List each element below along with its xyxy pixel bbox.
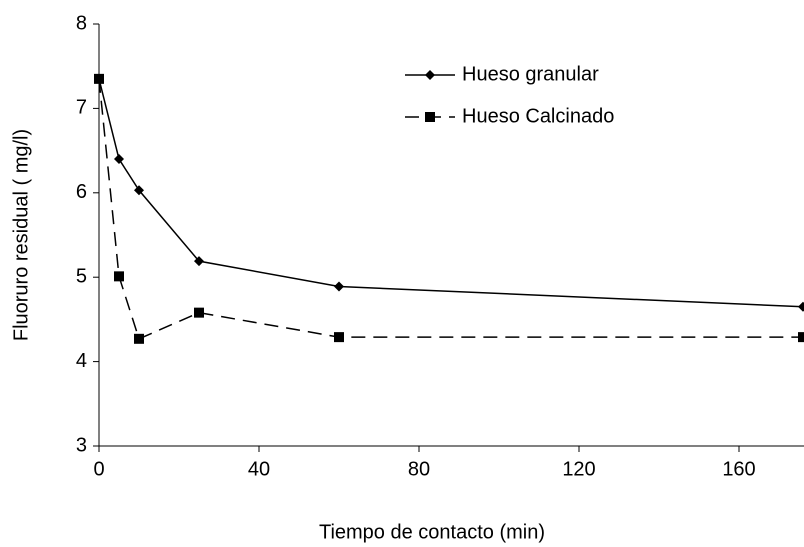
- data-point: [798, 301, 804, 312]
- data-point: [334, 281, 344, 292]
- legend-marker: [425, 70, 435, 80]
- data-point: [134, 185, 144, 196]
- data-point: [114, 271, 124, 282]
- x-axis-label: Tiempo de contacto (min): [319, 521, 545, 543]
- legend-marker: [425, 112, 435, 122]
- data-point: [334, 332, 344, 343]
- x-tick-label: 0: [93, 458, 104, 480]
- y-tick-label: 5: [76, 265, 87, 287]
- data-point: [194, 307, 204, 318]
- series-line: [98, 78, 804, 308]
- x-tick-label: 40: [248, 458, 270, 480]
- y-tick-label: 3: [76, 434, 87, 456]
- data-point: [134, 333, 144, 344]
- data-point: [94, 73, 104, 84]
- x-tick-label: 120: [562, 458, 595, 480]
- x-tick-label: 160: [722, 458, 755, 480]
- data-point: [194, 256, 204, 267]
- data-point: [114, 154, 124, 165]
- y-tick-label: 7: [76, 97, 87, 119]
- legend-label: Hueso granular: [462, 63, 599, 85]
- y-tick-label: 8: [76, 12, 87, 34]
- legend-label: Hueso Calcinado: [462, 105, 614, 127]
- y-tick-label: 4: [76, 350, 87, 372]
- series-line: [98, 78, 803, 340]
- x-tick-label: 80: [408, 458, 430, 480]
- y-axis-label: Fluoruro residual ( mg/l): [10, 129, 32, 341]
- y-tick-label: 6: [76, 181, 87, 203]
- data-point: [798, 332, 804, 343]
